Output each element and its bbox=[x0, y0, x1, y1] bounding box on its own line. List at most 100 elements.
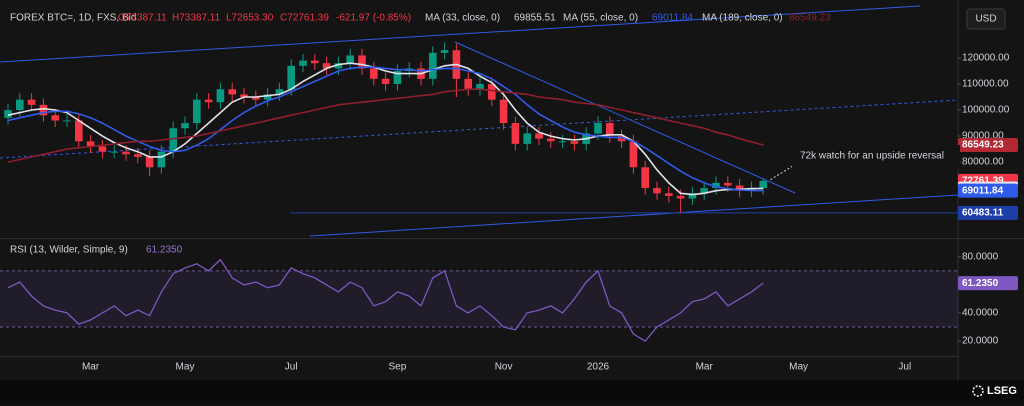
y-tick-label: 80000.00 bbox=[962, 157, 1004, 168]
candle-body bbox=[535, 133, 543, 139]
candle-body bbox=[39, 104, 48, 116]
candle-body bbox=[488, 84, 496, 100]
candle-body bbox=[16, 99, 24, 111]
candle-body bbox=[700, 188, 708, 194]
candle-body bbox=[653, 188, 661, 194]
candle-body bbox=[464, 78, 472, 90]
symbol-title: FOREX BTC=, 1D, FXS, Bid bbox=[10, 13, 136, 24]
price-tag bbox=[958, 138, 1018, 153]
annotation: 72k watch for an upside reversal bbox=[800, 151, 944, 162]
candle-body bbox=[676, 195, 685, 199]
candle-body bbox=[476, 84, 484, 90]
candle-body bbox=[275, 89, 284, 95]
candle-body bbox=[346, 55, 354, 64]
candle-body bbox=[86, 141, 95, 147]
candle-body bbox=[122, 151, 130, 155]
channel-line bbox=[309, 194, 959, 237]
candle-body bbox=[641, 167, 649, 189]
ma-label: MA (189, close, 0) bbox=[702, 13, 783, 24]
candle-body bbox=[547, 138, 555, 142]
candle-body bbox=[181, 123, 189, 129]
candle-body bbox=[216, 89, 225, 103]
ohlc-high: H73387.11 bbox=[172, 13, 221, 24]
x-tick-label: May bbox=[789, 362, 808, 373]
candle-body bbox=[51, 115, 59, 121]
candle-body bbox=[204, 99, 213, 103]
price-tag bbox=[958, 183, 1018, 198]
candle-body bbox=[688, 193, 697, 199]
candle-body bbox=[240, 94, 248, 98]
ma-label: MA (33, close, 0) bbox=[425, 13, 500, 24]
ma-value: 69011.84 bbox=[652, 13, 693, 24]
x-tick-label: 2026 bbox=[587, 362, 610, 373]
ohlc-low: L72653.30 bbox=[226, 13, 274, 24]
candle-body bbox=[735, 185, 744, 191]
candle-body bbox=[724, 182, 732, 186]
currency-box bbox=[966, 8, 1006, 30]
moving-average bbox=[7, 66, 764, 192]
candle-body bbox=[665, 193, 673, 196]
ma-label: MA (55, close, 0) bbox=[563, 13, 638, 24]
rsi-band bbox=[0, 270, 958, 327]
y-tick-label: 40.0000 bbox=[962, 308, 999, 319]
x-tick-label: Mar bbox=[696, 362, 714, 373]
candle-body bbox=[228, 89, 236, 95]
drawings bbox=[0, 5, 959, 237]
moving-average bbox=[7, 88, 764, 163]
candle-body bbox=[429, 52, 437, 79]
moving-average bbox=[7, 62, 764, 196]
rsi-title: RSI (13, Wilder, Simple, 9) bbox=[10, 245, 128, 256]
ma-value: 86549.23 bbox=[789, 13, 831, 24]
candle-body bbox=[594, 123, 602, 134]
candle-body bbox=[193, 99, 201, 124]
y-tick-label: 120000.00 bbox=[962, 53, 1010, 64]
candle-body bbox=[4, 110, 12, 118]
price-tag-label: 86549.23 bbox=[962, 140, 1004, 151]
price-tag-label: 61.2350 bbox=[962, 278, 999, 289]
candle-body bbox=[110, 151, 118, 153]
channel-midline bbox=[0, 99, 959, 159]
price-tag-label: 60483.11 bbox=[962, 207, 1004, 218]
candle-body bbox=[287, 65, 295, 90]
currency: USD bbox=[975, 14, 996, 25]
x-tick-label: May bbox=[176, 362, 195, 373]
rsi-value: 61.2350 bbox=[146, 245, 183, 256]
logo-icon bbox=[972, 385, 984, 397]
annotation-pointer bbox=[769, 163, 797, 181]
candle-body bbox=[358, 55, 366, 69]
y-tick-label: 100000.00 bbox=[962, 105, 1010, 116]
change: -621.97 (-0.85%) bbox=[336, 13, 411, 24]
ohlc-close: C72761.39 bbox=[280, 13, 329, 24]
candle-body bbox=[157, 151, 166, 168]
y-tick-label: 90000.00 bbox=[962, 131, 1004, 142]
annotation-box bbox=[792, 145, 960, 167]
candle-body bbox=[712, 182, 720, 189]
candle-body bbox=[299, 60, 307, 66]
footer-bar bbox=[0, 380, 1024, 401]
candle-body bbox=[63, 120, 71, 122]
trend-line bbox=[454, 41, 796, 194]
logo: LSEG bbox=[987, 385, 1017, 397]
candle-body bbox=[570, 141, 579, 144]
candle-body bbox=[334, 63, 343, 69]
candle-body bbox=[322, 63, 331, 69]
y-tick-label: 110000.00 bbox=[962, 79, 1009, 90]
candle-body bbox=[606, 123, 614, 137]
x-tick-label: Jul bbox=[898, 362, 911, 373]
candle-body bbox=[27, 99, 36, 105]
x-tick-label: Mar bbox=[82, 362, 100, 373]
price-pane: 80000.00 90000.00 100000.00 110000.00 120000… bbox=[4, 42, 1018, 220]
candle-body bbox=[145, 156, 154, 168]
x-tick-label: Jul bbox=[285, 362, 298, 373]
x-tick-label: Sep bbox=[389, 362, 407, 373]
candle-body bbox=[558, 141, 567, 143]
candle-body bbox=[511, 123, 520, 144]
price-tag bbox=[958, 205, 1018, 220]
candle-body bbox=[263, 94, 272, 100]
candle-body bbox=[759, 180, 767, 189]
candle-body bbox=[629, 141, 638, 168]
y-tick-label: 80.0000 bbox=[962, 251, 999, 262]
candle-body bbox=[617, 136, 626, 142]
candle-body bbox=[98, 146, 107, 152]
